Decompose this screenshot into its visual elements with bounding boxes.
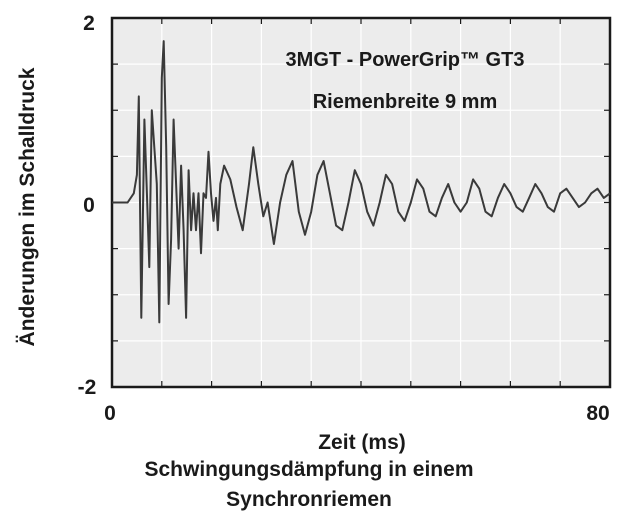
grid bbox=[112, 18, 610, 387]
caption-line-2: Synchronriemen bbox=[226, 488, 392, 511]
y-tick-label-bottom: -2 bbox=[78, 376, 97, 399]
x-tick-label-end: 80 bbox=[586, 402, 609, 425]
y-axis-label: Änderungen im Schalldruck bbox=[16, 67, 39, 346]
caption-line-1: Schwingungsdämpfung in einem bbox=[144, 458, 474, 481]
y-tick-label-mid: 0 bbox=[83, 194, 95, 217]
x-axis-label: Zeit (ms) bbox=[318, 431, 406, 454]
y-tick-label-top: 2 bbox=[83, 12, 95, 35]
chart-subtitle: Riemenbreite 9 mm bbox=[313, 91, 498, 113]
x-tick-label-start: 0 bbox=[104, 402, 116, 425]
series-line bbox=[112, 40, 611, 324]
tick-marks bbox=[112, 18, 610, 387]
chart-title: 3MGT - PowerGrip™ GT3 bbox=[286, 49, 525, 71]
